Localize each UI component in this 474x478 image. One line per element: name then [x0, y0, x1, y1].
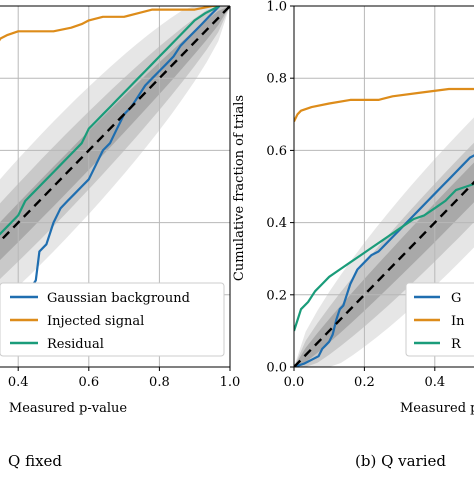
y-tick-label: 0.8 [266, 72, 287, 87]
x-tick-label: 0.4 [424, 375, 445, 390]
left-panel-x-axis-label: Measured p-value [9, 401, 128, 416]
right-panel-y-axis-label: Cumulative fraction of trials [232, 95, 247, 281]
right-panel-caption: (b) Q varied [355, 452, 446, 470]
x-tick-label: 0.0 [284, 375, 305, 390]
x-tick-label: 0.4 [8, 375, 29, 390]
legend-label-residual: Residual [47, 337, 104, 352]
right-panel-legend-box [405, 282, 474, 357]
panel-q-fixed: 0.4 0.6 0.8 1.0 Measured p-value Gaussian b… [0, 5, 241, 470]
series-line-injected-signal [0, 6, 220, 42]
series-line-residual [0, 6, 220, 236]
x-tick-label: 0.2 [354, 375, 375, 390]
left-panel-legend-box [0, 282, 225, 357]
left-panel-caption: Q fixed [8, 452, 62, 470]
y-tick-label: 0.4 [266, 216, 287, 231]
panel-q-varied: 0.0 0.2 0.4 0.0 0.2 0.4 0.6 0.8 1.0 Cumulative f… [232, 0, 474, 470]
expected-diagonal [0, 6, 230, 243]
right-panel-legend: G In R [405, 282, 474, 357]
y-tick-label: 0.0 [266, 361, 287, 376]
legend-label-injected-signal: Injected signal [47, 314, 144, 329]
legend-label-gaussian-background: Gaussian background [47, 291, 190, 306]
right-panel-x-axis-label: Measured p [400, 401, 474, 416]
series-line-g [294, 154, 474, 367]
x-tick-label: 0.6 [78, 375, 99, 390]
series-line-in [294, 87, 474, 122]
confidence-band-1sigma [294, 162, 474, 367]
series-line-r [294, 182, 474, 332]
x-tick-label: 1.0 [220, 375, 241, 390]
legend-label-r: R [451, 337, 462, 352]
y-tick-label: 0.6 [266, 144, 287, 159]
left-panel-legend: Gaussian background Injected signal Resi… [0, 282, 225, 357]
y-tick-label: 0.2 [266, 288, 287, 303]
x-tick-label: 0.8 [149, 375, 170, 390]
legend-label-in: In [451, 314, 465, 329]
legend-label-g: G [451, 291, 461, 306]
y-tick-label: 1.0 [266, 0, 287, 15]
